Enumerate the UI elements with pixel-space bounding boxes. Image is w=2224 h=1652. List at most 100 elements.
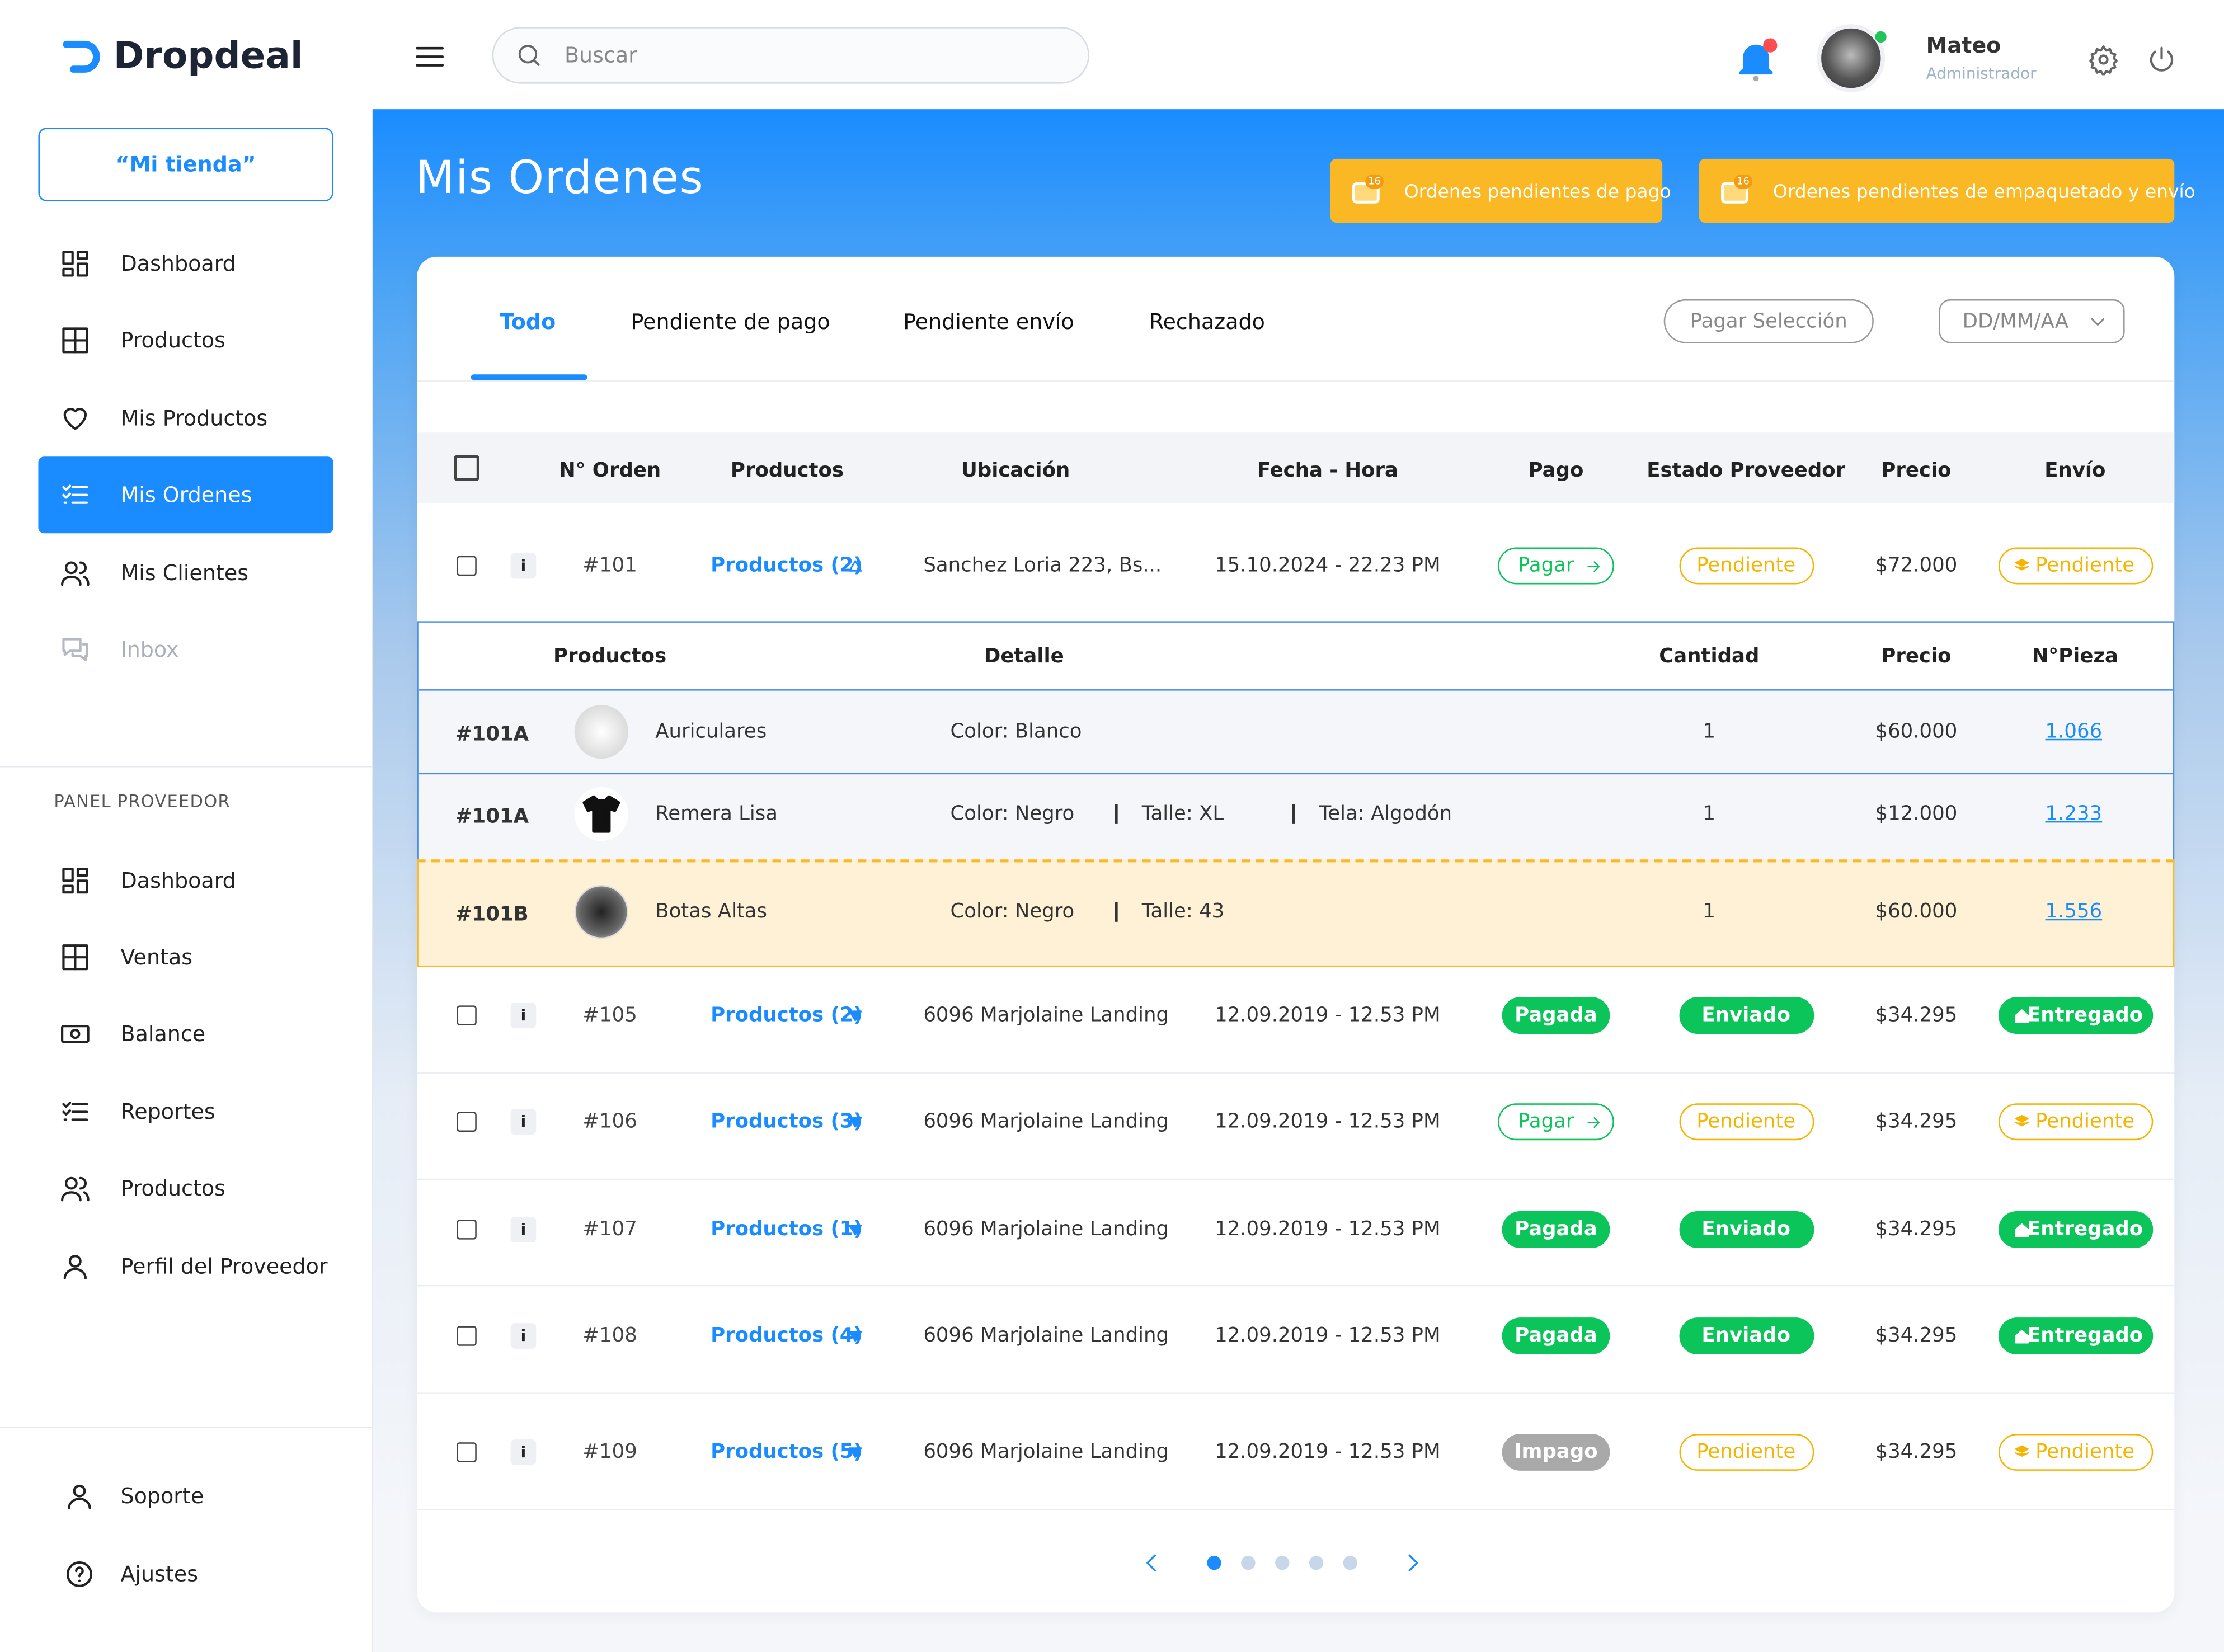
- product-image: [574, 704, 629, 759]
- item-name: Remera Lisa: [655, 802, 778, 826]
- products-link[interactable]: Productos (3): [711, 1110, 863, 1133]
- panel-nav-item[interactable]: Perfil del Proveedor: [120, 1254, 328, 1279]
- menu-button[interactable]: [413, 40, 447, 74]
- order-number: #106: [582, 1110, 637, 1133]
- location: 6096 Marjolaine Landing: [923, 1441, 1169, 1464]
- item-piece[interactable]: 1.233: [2045, 802, 2103, 826]
- detail-separator: [1292, 804, 1295, 824]
- page-dot[interactable]: [1207, 1556, 1221, 1570]
- checkbox[interactable]: [457, 1220, 477, 1240]
- status-pill: [1678, 997, 1814, 1034]
- order-number: #107: [582, 1218, 637, 1241]
- item-code: #101A: [455, 805, 529, 829]
- page-dot[interactable]: [1343, 1556, 1358, 1570]
- collapse-icon[interactable]: [845, 556, 865, 576]
- item-price: $60.000: [1875, 900, 1958, 924]
- info-label: i: [520, 1443, 526, 1462]
- expand-icon[interactable]: [845, 1442, 865, 1462]
- checkbox[interactable]: [457, 1005, 477, 1025]
- status-pill[interactable]: [1502, 1211, 1610, 1248]
- column-header: Ubicación: [961, 459, 1070, 482]
- location: 6096 Marjolaine Landing: [923, 1110, 1169, 1133]
- page-dot[interactable]: [1309, 1556, 1324, 1570]
- checkbox[interactable]: [457, 1326, 477, 1346]
- panel-label: PANEL PROVEEDOR: [54, 791, 231, 812]
- status-pill[interactable]: [1502, 997, 1610, 1034]
- tab[interactable]: Todo: [499, 309, 556, 335]
- next-page[interactable]: [1400, 1550, 1426, 1576]
- pill-label: Pagar: [1518, 554, 1574, 577]
- expand-icon[interactable]: [845, 1112, 865, 1132]
- pill-label: Pendiente: [1696, 1441, 1796, 1464]
- detail-separator: [1115, 902, 1117, 922]
- nav-item[interactable]: Inbox: [120, 637, 179, 662]
- products-link[interactable]: Productos (4): [711, 1324, 863, 1348]
- datetime: 12.09.2019 - 12.53 PM: [1215, 1004, 1441, 1027]
- checkbox[interactable]: [454, 455, 479, 481]
- status-pill: [1997, 1103, 2153, 1141]
- prev-page[interactable]: [1139, 1550, 1165, 1576]
- page-dot[interactable]: [1275, 1556, 1290, 1570]
- pay-selection[interactable]: [1663, 299, 1874, 343]
- checkbox[interactable]: [457, 1112, 477, 1132]
- date-filter[interactable]: [1939, 299, 2125, 343]
- alert[interactable]: [1699, 158, 2175, 223]
- products-link[interactable]: Productos (2): [711, 1004, 863, 1027]
- footer-nav-item[interactable]: Ajustes: [120, 1561, 199, 1587]
- user-name: Mateo: [1926, 32, 2001, 58]
- pay-selection-label: Pagar Selección: [1690, 310, 1847, 333]
- item-price: $60.000: [1875, 720, 1958, 743]
- logout[interactable]: [2146, 44, 2178, 76]
- nav-item[interactable]: Dashboard: [120, 251, 236, 277]
- expand-icon[interactable]: [845, 1005, 865, 1025]
- panel-nav-item[interactable]: Dashboard: [120, 868, 236, 894]
- nav-item[interactable]: Productos: [120, 327, 225, 354]
- column-header: Fecha - Hora: [1257, 459, 1398, 482]
- avatar: [1817, 24, 1886, 92]
- products-link[interactable]: Productos (1): [711, 1218, 863, 1241]
- panel-nav-item[interactable]: Balance: [120, 1021, 206, 1047]
- tab[interactable]: Pendiente de pago: [631, 309, 830, 335]
- item-name: Botas Altas: [655, 900, 768, 924]
- nav-item[interactable]: Mis Clientes: [120, 560, 249, 586]
- products-link[interactable]: Productos (5): [711, 1441, 863, 1464]
- tab[interactable]: Rechazado: [1149, 309, 1265, 335]
- footer-nav-item[interactable]: Soporte: [120, 1483, 204, 1509]
- nav-icon: [59, 634, 91, 665]
- expand-icon[interactable]: [845, 1326, 865, 1345]
- row-divider: [417, 1178, 2175, 1180]
- alert[interactable]: [1330, 158, 1663, 223]
- pill-label: Pendiente: [2035, 554, 2135, 577]
- alert-count: 16: [1365, 174, 1384, 189]
- price: $34.295: [1875, 1324, 1958, 1348]
- search[interactable]: [492, 27, 1089, 84]
- item-detail: Talle: XL: [1141, 802, 1224, 826]
- nav-item[interactable]: Mis Productos: [120, 406, 268, 431]
- panel-nav-item[interactable]: Productos: [120, 1175, 225, 1202]
- expand-icon[interactable]: [845, 1220, 865, 1239]
- price: $34.295: [1875, 1110, 1958, 1133]
- tab[interactable]: Pendiente envío: [903, 309, 1074, 335]
- item-piece[interactable]: 1.556: [2045, 900, 2103, 924]
- column-header: Pago: [1528, 459, 1584, 482]
- status-pill[interactable]: [1502, 1317, 1610, 1355]
- product-image: [574, 884, 629, 939]
- pill-icon: [2013, 1113, 2031, 1131]
- checkbox[interactable]: [457, 556, 477, 576]
- order-number: #105: [582, 1004, 637, 1027]
- store-button[interactable]: [38, 128, 333, 201]
- detail-header-cell: N°Pieza: [2032, 645, 2119, 669]
- panel-nav-item[interactable]: Reportes: [120, 1099, 215, 1125]
- price: $34.295: [1875, 1441, 1958, 1464]
- nav-icon: [64, 1481, 95, 1512]
- page-dot[interactable]: [1241, 1556, 1256, 1570]
- status-pill[interactable]: [1502, 1433, 1610, 1471]
- nav-item[interactable]: Mis Ordenes: [120, 482, 252, 508]
- settings[interactable]: [2088, 44, 2119, 77]
- checkbox[interactable]: [457, 1442, 477, 1462]
- item-piece[interactable]: 1.066: [2045, 720, 2103, 743]
- table-header: [417, 432, 2175, 503]
- bell[interactable]: [1733, 37, 1779, 82]
- panel-nav-item[interactable]: Ventas: [120, 944, 193, 971]
- products-link[interactable]: Productos (2): [711, 554, 863, 577]
